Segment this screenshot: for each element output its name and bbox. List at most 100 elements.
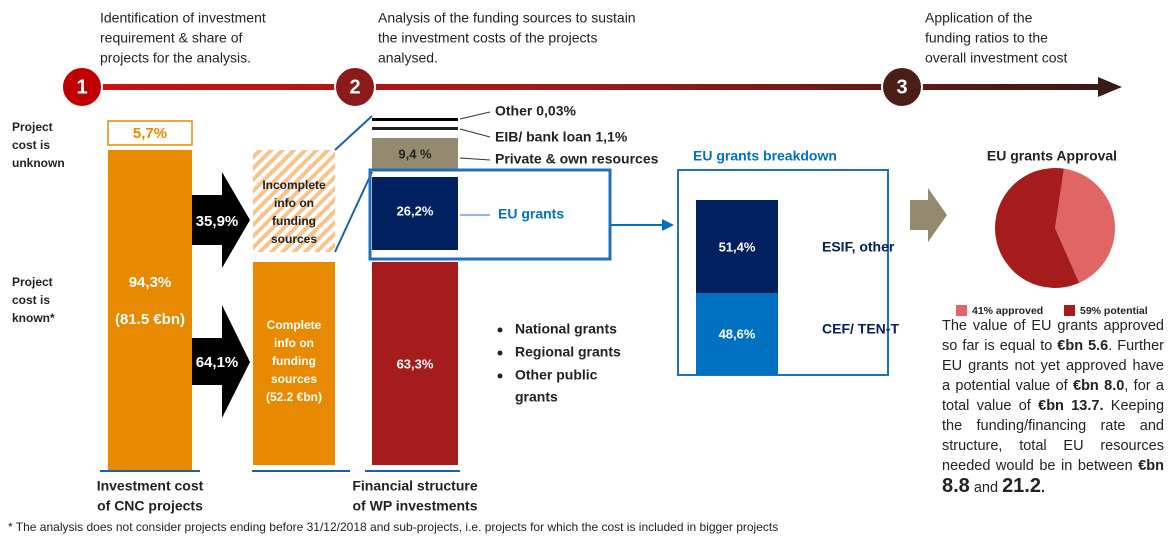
legend-label: 41% approved <box>972 305 1043 317</box>
paragraph-text: . Further EU grants not yet approved hav… <box>942 338 1165 394</box>
step-text: requirement & share of <box>100 30 243 46</box>
eib-segment <box>372 127 458 130</box>
legend-label: 59% potential <box>1080 305 1148 317</box>
legend-swatch <box>1064 305 1075 316</box>
complete-text: sources <box>271 372 317 386</box>
step-text: projects for the analysis. <box>100 50 251 66</box>
paragraph-text: The value of EU grants approved so far i… <box>942 318 1164 354</box>
unknown-box <box>107 120 193 146</box>
bullet <box>497 350 503 356</box>
cef-value: 48,6% <box>719 326 756 341</box>
bullet <box>497 327 503 333</box>
paragraph-text: , for a total value of <box>942 378 1164 414</box>
paragraph: The value of EU grants approved so far i… <box>942 316 1164 498</box>
incomplete-text: Incomplete <box>262 178 326 192</box>
public-segment <box>372 262 458 465</box>
leader <box>459 128 491 138</box>
breakdown-box <box>677 169 889 376</box>
incomplete-box <box>253 150 335 252</box>
step-3: 3 <box>881 66 923 108</box>
side-label: Project <box>12 120 53 134</box>
eu-value: 26,2% <box>397 203 434 218</box>
other-segment <box>372 118 458 121</box>
step-text: Application of the <box>925 10 1033 26</box>
arrow <box>910 188 947 242</box>
complete-text: Complete <box>267 318 322 332</box>
public-label: National grants <box>515 321 617 337</box>
paragraph-text: and <box>969 480 1003 496</box>
paragraph-text: . <box>1041 480 1046 496</box>
private-segment <box>372 138 458 170</box>
complete-text: info on <box>274 336 314 350</box>
cef-label: CEF/ TEN-T <box>822 321 899 337</box>
public-label: grants <box>515 389 558 405</box>
caption: Financial structure <box>352 478 477 494</box>
unknown-share: 5,7% <box>133 125 167 142</box>
other-label: Other 0,03% <box>495 103 576 119</box>
legend-swatch <box>956 305 967 316</box>
side-label: known* <box>12 311 55 325</box>
leader <box>459 157 491 161</box>
arrow-label: 64,1% <box>196 354 239 371</box>
cef-segment <box>696 293 778 375</box>
esif-label: ESIF, other <box>822 239 895 255</box>
arrow <box>192 172 250 268</box>
footnote: * The analysis does not consider project… <box>8 520 778 534</box>
eib-label: EIB/ bank loan 1,1% <box>495 129 628 145</box>
step-1: 1 <box>61 66 103 108</box>
private-value: 9,4 % <box>398 146 432 161</box>
paragraph-text: €bn <box>1138 458 1164 474</box>
step-text: the investment costs of the projects <box>378 30 597 46</box>
known-share: 94,3% <box>129 274 172 291</box>
side-label: Project <box>12 275 53 289</box>
complete-text: (52.2 €bn) <box>266 390 322 404</box>
paragraph-text: Keeping the funding/financing rate and s… <box>942 398 1165 474</box>
pie-slice <box>1055 168 1116 283</box>
incomplete-text: sources <box>271 232 317 246</box>
caption: of WP investments <box>353 498 478 514</box>
step-2: 2 <box>334 66 376 108</box>
complete-box <box>253 262 335 465</box>
known-amount: (81.5 €bn) <box>115 311 185 328</box>
arrow-label: 35,9% <box>196 213 239 230</box>
pie-title: EU grants Approval <box>987 148 1117 164</box>
leader <box>459 111 491 120</box>
paragraph-text: 21.2 <box>1002 475 1041 497</box>
step-text: Analysis of the funding sources to susta… <box>378 10 636 26</box>
paragraph-text: €bn 5.6 <box>1057 338 1109 354</box>
breakdown-title: EU grants breakdown <box>693 148 837 164</box>
complete-text: funding <box>272 354 316 368</box>
eu-label: EU grants <box>498 206 564 222</box>
eu-highlight <box>368 168 612 261</box>
step-text: overall investment cost <box>925 50 1068 66</box>
step-text: Identification of investment <box>100 10 266 26</box>
timeline-arrowhead <box>1098 77 1122 97</box>
side-label: cost is <box>12 138 50 152</box>
esif-value: 51,4% <box>719 239 756 254</box>
caption: Investment cost <box>97 478 204 494</box>
connector <box>334 171 373 253</box>
caption: of CNC projects <box>97 498 203 514</box>
paragraph-text: €bn 8.0 <box>1073 378 1125 394</box>
eu-segment <box>372 177 458 250</box>
step-text: analysed. <box>378 50 438 66</box>
side-label: cost is <box>12 293 50 307</box>
paragraph-text: €bn 13.7. <box>1038 398 1104 414</box>
step-number: 1 <box>76 76 87 98</box>
known-bar <box>108 150 192 470</box>
side-label: unknown <box>12 156 65 170</box>
private-label: Private & own resources <box>495 151 659 167</box>
incomplete-text: info on <box>274 196 314 210</box>
step-number: 2 <box>349 76 360 98</box>
public-label: Regional grants <box>515 344 621 360</box>
paragraph-text: 8.8 <box>942 475 970 497</box>
step-number: 3 <box>896 76 907 98</box>
bullet <box>497 373 503 379</box>
timeline <box>70 84 1100 90</box>
step-text: funding ratios to the <box>925 30 1048 46</box>
incomplete-text: funding <box>272 214 316 228</box>
esif-segment <box>696 200 778 293</box>
public-value: 63,3% <box>397 356 434 371</box>
